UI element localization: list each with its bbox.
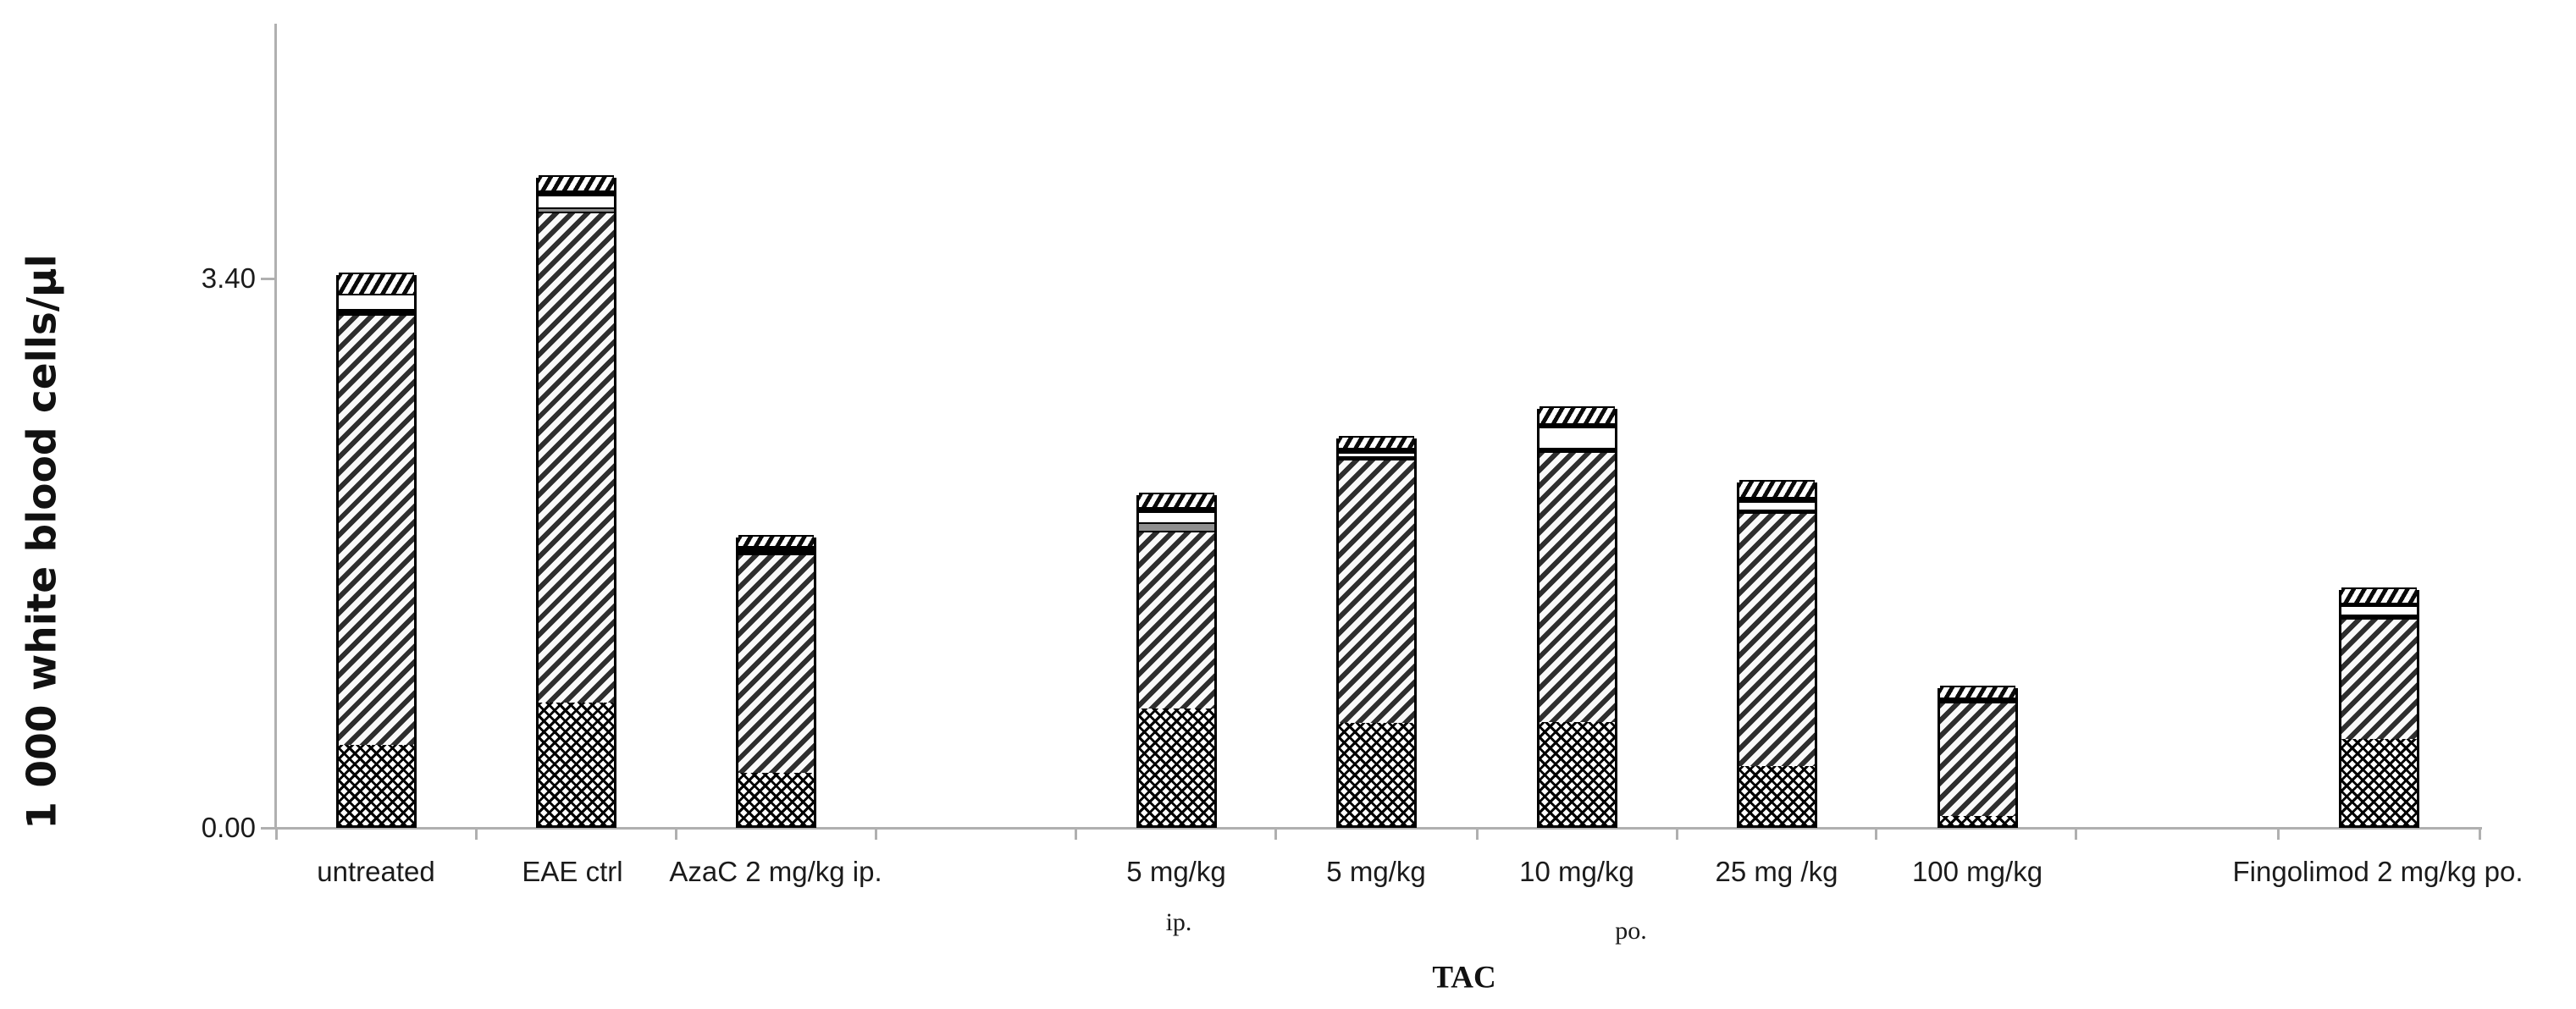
y-tick-label: 0.00 xyxy=(201,812,256,843)
bar xyxy=(1136,493,1217,828)
category-label: EAE ctrl xyxy=(522,856,623,887)
bar-segment-diagonal xyxy=(1138,530,1214,709)
x-axis-tick xyxy=(2277,828,2280,840)
bar-segment-white xyxy=(1138,511,1214,523)
bar-segment-white xyxy=(538,194,614,207)
bar xyxy=(2338,587,2419,828)
bar-segment-crosshatch xyxy=(538,702,614,825)
bar-segment-hatch xyxy=(338,273,414,295)
category-label: Fingolimod 2 mg/kg po. xyxy=(2232,856,2523,887)
bar xyxy=(1937,686,2018,828)
y-axis-tick xyxy=(261,277,275,280)
x-axis-tick xyxy=(1476,828,1479,840)
category-label: 100 mg/kg xyxy=(1911,856,2043,887)
bar xyxy=(735,534,816,828)
y-axis-tick xyxy=(261,827,275,830)
x-axis-tick xyxy=(275,828,278,840)
bar-segment-black xyxy=(1739,509,1815,512)
bar-segment-black xyxy=(2341,615,2417,619)
bar-segment-hatch xyxy=(1138,493,1214,508)
bar-segment-diagonal xyxy=(1338,458,1414,723)
bar-segment-black xyxy=(1338,455,1414,459)
bar-segment-hatch xyxy=(1739,479,1815,497)
x-axis-tick xyxy=(1676,828,1678,840)
bar-segment-diagonal xyxy=(1739,511,1815,766)
bar xyxy=(1335,435,1417,828)
bar xyxy=(1736,479,1817,828)
bar-segment-diagonal xyxy=(338,313,414,745)
bar-segment-crosshatch xyxy=(1338,722,1414,825)
bar-segment-white xyxy=(1338,451,1414,456)
bar-segment-diagonal xyxy=(1939,701,2015,816)
bar-segment-white xyxy=(1739,500,1815,510)
bar-segment-crosshatch xyxy=(2341,739,2417,825)
category-label: 5 mg/kg xyxy=(1126,856,1226,887)
category-label: 5 mg/kg xyxy=(1326,856,1426,887)
bar-segment-white xyxy=(338,294,414,310)
bar-segment-black xyxy=(1539,447,1615,451)
category-label: 10 mg/kg xyxy=(1519,856,1634,887)
bar-segment-crosshatch xyxy=(1138,708,1214,825)
bar-segment-diagonal xyxy=(2341,618,2417,740)
y-axis-line xyxy=(274,24,277,830)
bar xyxy=(535,174,616,828)
bar-segment-white xyxy=(1539,426,1615,448)
bar-segment-crosshatch xyxy=(338,744,414,825)
x-axis-tick xyxy=(675,828,677,840)
bar-segment-black xyxy=(738,545,814,554)
bar-segment-black xyxy=(338,309,414,314)
bar-segment-black xyxy=(1539,422,1615,427)
bar-segment-black xyxy=(538,190,614,195)
bar-segment-black xyxy=(1338,447,1414,452)
bar-segment-diagonal xyxy=(738,553,814,773)
bar-segment-gray xyxy=(538,207,614,212)
bar-segment-black xyxy=(1939,697,2015,702)
y-tick-label: 3.40 xyxy=(201,262,256,294)
bar-segment-white xyxy=(2341,605,2417,615)
bar-segment-crosshatch xyxy=(738,772,814,825)
bar-segment-diagonal xyxy=(538,211,614,703)
bar xyxy=(335,273,417,828)
x-axis-tick xyxy=(2075,828,2077,840)
bar-segment-hatch xyxy=(538,174,614,190)
route-sub-label: po. xyxy=(1615,917,1647,945)
x-axis-tick xyxy=(1075,828,1077,840)
category-label: 25 mg /kg xyxy=(1715,856,1838,887)
x-axis-tick xyxy=(1274,828,1277,840)
route-sub-label: ip. xyxy=(1165,908,1192,936)
bar-segment-hatch xyxy=(1338,435,1414,448)
bar-segment-gray xyxy=(1138,522,1214,531)
bar-segment-crosshatch xyxy=(1539,722,1615,825)
bar-segment-hatch xyxy=(1939,686,2015,698)
bar-segment-hatch xyxy=(738,534,814,546)
y-axis-title: 1 000 white blood cells/µl xyxy=(19,254,66,830)
bar-segment-black xyxy=(1739,496,1815,501)
category-label: untreated xyxy=(317,856,435,887)
x-axis-tick xyxy=(475,828,478,840)
bar-segment-hatch xyxy=(2341,587,2417,603)
bar-segment-diagonal xyxy=(1539,450,1615,722)
category-label: AzaC 2 mg/kg ip. xyxy=(669,856,882,887)
bar xyxy=(1536,405,1617,828)
bar-segment-crosshatch xyxy=(1739,765,1815,825)
x-axis-tick xyxy=(1875,828,1877,840)
x-axis-line xyxy=(275,827,2482,830)
x-axis-tick xyxy=(875,828,877,840)
bar-segment-black xyxy=(1138,507,1214,512)
x-axis-tick xyxy=(2479,828,2481,840)
bar-segment-black xyxy=(2341,602,2417,606)
x-axis-title: TAC xyxy=(1432,960,1496,995)
bar-segment-hatch xyxy=(1539,405,1615,423)
bar-segment-crosshatch xyxy=(1939,815,2015,825)
